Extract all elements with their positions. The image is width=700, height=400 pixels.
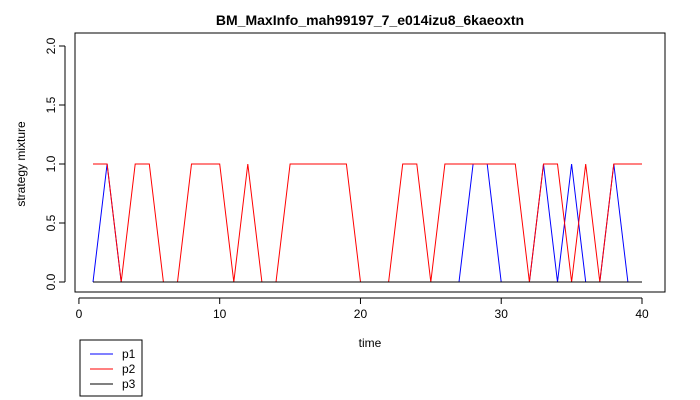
x-tick-label: 20 (354, 307, 368, 321)
plot-frame (74, 32, 666, 293)
x-axis-label: time (359, 336, 382, 350)
legend-label-p2: p2 (122, 362, 136, 376)
y-tick-label: 1.0 (44, 155, 58, 172)
y-axis-label: strategy mixture (14, 121, 28, 207)
series-lines (92, 163, 642, 283)
legend-label-p3: p3 (122, 377, 136, 391)
legend-box (79, 339, 143, 397)
x-tick-label: 10 (213, 307, 227, 321)
x-tick-label: 30 (495, 307, 509, 321)
y-tick-label: 2.0 (44, 37, 58, 54)
x-tick-label: 0 (76, 307, 83, 321)
y-tick-label: 1.5 (44, 96, 58, 113)
chart-title: BM_MaxInfo_mah99197_7_e014izu8_6kaeoxtn (216, 12, 524, 28)
x-tick-label: 40 (635, 307, 649, 321)
legend-label-p1: p1 (122, 347, 136, 361)
y-tick-label: 0.0 (44, 273, 58, 290)
y-tick-label: 0.5 (44, 214, 58, 231)
axes: 0 10 20 30 40 0.0 0.5 1.0 1.5 2.0 (44, 37, 649, 321)
